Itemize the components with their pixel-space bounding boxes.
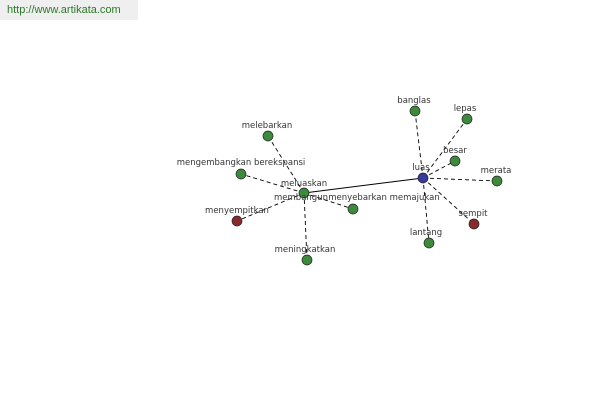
edge-meluaskan-menyebarkan bbox=[303, 192, 354, 210]
graph-nodes bbox=[231, 105, 503, 266]
node-label-lantang[interactable]: lantang bbox=[410, 228, 442, 238]
node-banglas[interactable] bbox=[409, 105, 421, 117]
node-label-lepas[interactable]: lepas bbox=[454, 104, 477, 114]
edge-luas-lantang bbox=[422, 177, 430, 244]
node-label-mengembangkan[interactable]: mengembangkan berekspansi bbox=[177, 158, 306, 168]
node-label-menyempitkan[interactable]: menyempitkan bbox=[205, 206, 269, 216]
node-label-luas[interactable]: luas bbox=[412, 163, 430, 173]
edge-meluaskan-menyempitkan bbox=[236, 192, 305, 222]
node-label-menyebarkan[interactable]: menyebarkan memajukan bbox=[328, 193, 439, 203]
node-melebarkan[interactable] bbox=[262, 130, 274, 142]
node-luas[interactable] bbox=[417, 172, 429, 184]
edge-luas-meluaskan bbox=[303, 177, 424, 194]
node-merata[interactable] bbox=[491, 175, 503, 187]
node-meningkatkan[interactable] bbox=[301, 254, 313, 266]
node-label-meningkatkan[interactable]: meningkatkan bbox=[275, 245, 336, 255]
site-url-link[interactable]: http://www.artikata.com bbox=[7, 4, 121, 16]
node-menyebarkan[interactable] bbox=[347, 203, 359, 215]
edge-luas-besar bbox=[422, 160, 456, 179]
edge-luas-sempit bbox=[422, 177, 475, 225]
edge-luas-banglas bbox=[414, 110, 424, 179]
edge-meluaskan-melebarkan bbox=[267, 135, 305, 194]
node-mengembangkan[interactable] bbox=[235, 168, 247, 180]
graph-edges bbox=[236, 110, 498, 261]
node-meluaskan[interactable] bbox=[298, 187, 310, 199]
node-besar[interactable] bbox=[449, 155, 461, 167]
node-label-banglas[interactable]: banglas bbox=[397, 96, 431, 106]
edge-luas-merata bbox=[422, 177, 498, 182]
edge-meluaskan-mengembangkan bbox=[240, 173, 305, 194]
node-label-besar[interactable]: besar bbox=[443, 146, 467, 156]
node-lantang[interactable] bbox=[423, 237, 435, 249]
node-menyempitkan[interactable] bbox=[231, 215, 243, 227]
edge-luas-lepas bbox=[422, 118, 468, 179]
node-label-merata[interactable]: merata bbox=[481, 166, 512, 176]
url-bar: http://www.artikata.com bbox=[0, 0, 138, 20]
node-sempit[interactable] bbox=[468, 218, 480, 230]
node-label-meluaskan[interactable]: meluaskan bbox=[281, 179, 327, 189]
node-lepas[interactable] bbox=[461, 113, 473, 125]
node-label-sempit[interactable]: sempit bbox=[458, 209, 488, 219]
graph-labels: luas meluaskan banglas lepas besar merata semp… bbox=[177, 96, 512, 255]
node-label-melebarkan[interactable]: melebarkan bbox=[242, 121, 293, 131]
node-label-membangun[interactable]: membangun bbox=[274, 193, 328, 203]
